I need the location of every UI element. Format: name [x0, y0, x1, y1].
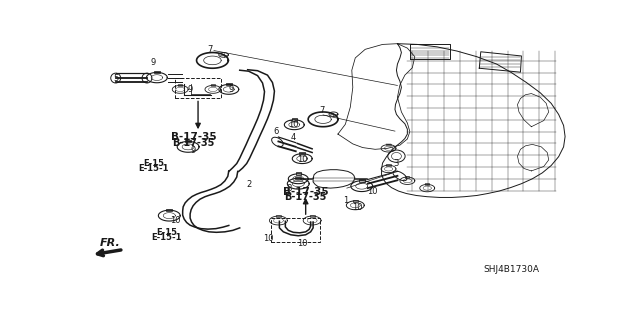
- Bar: [226, 83, 232, 85]
- Bar: [296, 172, 301, 174]
- Text: 10: 10: [288, 120, 298, 129]
- Bar: [295, 177, 301, 179]
- Text: SHJ4B1730A: SHJ4B1730A: [484, 265, 540, 274]
- Text: 8: 8: [287, 184, 292, 193]
- Bar: [271, 218, 319, 242]
- Bar: [178, 84, 182, 86]
- Text: 1: 1: [343, 196, 348, 205]
- Bar: [387, 144, 390, 145]
- Bar: [211, 84, 215, 86]
- Text: 10: 10: [353, 203, 363, 212]
- Text: 7: 7: [208, 45, 213, 54]
- Bar: [292, 118, 297, 121]
- Bar: [276, 215, 281, 217]
- Bar: [405, 176, 410, 178]
- Bar: [310, 215, 315, 217]
- Text: 9: 9: [228, 85, 234, 94]
- Text: E-15: E-15: [143, 159, 164, 168]
- Bar: [359, 179, 365, 182]
- Text: FR.: FR.: [99, 238, 120, 248]
- Text: B-17-35: B-17-35: [285, 192, 327, 202]
- Text: E-15-1: E-15-1: [138, 165, 169, 174]
- Bar: [166, 209, 172, 211]
- Text: 3: 3: [394, 159, 399, 168]
- Bar: [353, 200, 358, 202]
- Text: 10: 10: [367, 187, 378, 196]
- Text: 5: 5: [113, 74, 119, 83]
- Text: 9: 9: [191, 145, 196, 154]
- Text: B-17-35: B-17-35: [172, 138, 214, 148]
- Bar: [300, 152, 305, 154]
- Text: 9: 9: [151, 58, 156, 67]
- Text: E-15-1: E-15-1: [152, 233, 182, 242]
- Bar: [387, 164, 390, 166]
- Bar: [154, 71, 160, 73]
- Text: 10: 10: [297, 155, 307, 164]
- Bar: [175, 78, 221, 98]
- Bar: [185, 140, 191, 142]
- Text: B-17-35: B-17-35: [172, 132, 217, 142]
- Text: 10: 10: [263, 234, 274, 243]
- Text: 10: 10: [297, 239, 307, 248]
- Text: 4: 4: [291, 133, 296, 142]
- Text: 2: 2: [246, 180, 252, 189]
- Text: E-15: E-15: [156, 228, 177, 237]
- Text: 10: 10: [170, 216, 180, 225]
- Text: 7: 7: [319, 106, 324, 115]
- Bar: [425, 183, 429, 185]
- Text: 9: 9: [188, 85, 193, 94]
- Text: B-17-35: B-17-35: [283, 187, 328, 197]
- Text: 6: 6: [273, 127, 278, 136]
